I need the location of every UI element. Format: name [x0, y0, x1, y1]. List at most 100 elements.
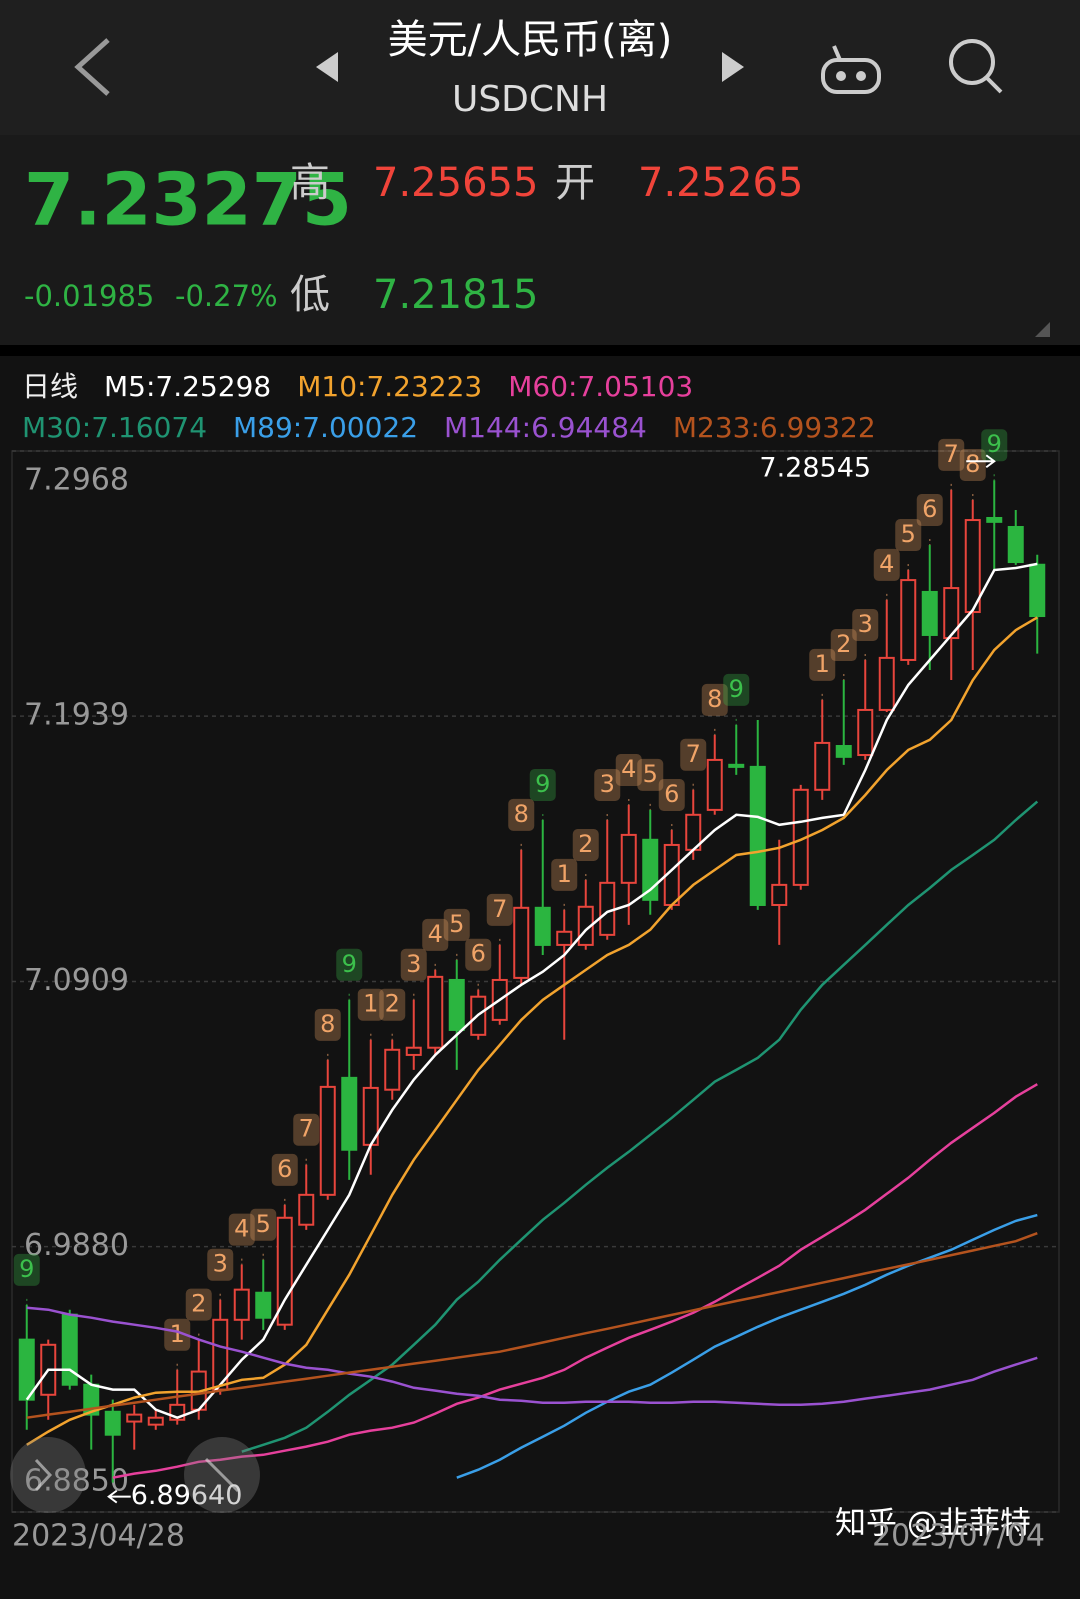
legend-entry: M5:7.25298: [104, 370, 272, 403]
y-tick-label: 6.9880: [24, 1228, 129, 1263]
divider: [0, 345, 1080, 356]
setup-label: 7: [492, 895, 507, 923]
setup-label: 5: [643, 760, 658, 788]
setup-badge: [895, 519, 922, 552]
setup-label: 3: [406, 950, 421, 978]
candle-body: [513, 906, 530, 979]
max-label: 7.28545: [759, 453, 871, 484]
setup-label: 1: [363, 990, 378, 1018]
setup-label: 4: [428, 920, 443, 948]
candle-body: [384, 1048, 401, 1091]
candle-body: [448, 978, 465, 1031]
setup-badge: [314, 1008, 341, 1041]
robot-button[interactable]: [821, 45, 881, 94]
setup-label: 2: [385, 990, 400, 1018]
low-label: 低: [290, 272, 330, 318]
setup-badge: [830, 629, 857, 662]
setup-label: 3: [858, 610, 873, 638]
legend-entry: M60:7.05103: [508, 370, 694, 403]
candle-body: [104, 1410, 121, 1436]
candle-body: [728, 763, 745, 768]
setup-badge: [379, 988, 406, 1021]
setup-badge: [809, 648, 836, 681]
y-tick-label: 7.1939: [24, 698, 129, 733]
candle-body: [1007, 526, 1024, 564]
title: 美元/人民币(离): [388, 17, 673, 63]
legend-entry: M30:7.16074: [22, 411, 208, 444]
setup-label: 8: [965, 450, 980, 478]
candle-body: [814, 741, 831, 791]
min-label: 6.89640: [131, 1480, 243, 1511]
legend: 日线 M5:7.25298 M10:7.23223 M60:7.05103 M30:7.…: [22, 366, 882, 448]
setup-badge: [486, 893, 513, 926]
plot: 6.88506.98807.09097.19397.29689123456789…: [12, 429, 1059, 1513]
setup-badge: [508, 798, 535, 831]
setup-badge: [852, 608, 879, 641]
candle-body: [642, 838, 659, 901]
setup-label: 9: [535, 770, 550, 798]
candle-body: [341, 1076, 358, 1151]
candle-body: [255, 1291, 272, 1319]
change: -0.01985: [24, 279, 154, 313]
setup-label: 9: [342, 950, 357, 978]
candle-body: [556, 930, 573, 946]
period: 日线: [22, 370, 79, 403]
setup-badge: [271, 1153, 298, 1186]
overlay-icon: [204, 1457, 240, 1493]
high-value: 7.25655: [373, 160, 538, 206]
setup-label: 4: [621, 755, 636, 783]
setup-label: 4: [879, 550, 894, 578]
candle-body: [900, 579, 917, 661]
watermark: 知乎 @韭菲特: [835, 1506, 1031, 1542]
setup-label: 7: [299, 1115, 314, 1143]
setup-label: 9: [987, 430, 1002, 458]
legend-entry: M10:7.23223: [297, 370, 483, 403]
setup-badge: [207, 1248, 234, 1281]
ma-line: [26, 616, 1038, 1446]
ma-line: [112, 1083, 1038, 1479]
setup-label: 5: [256, 1210, 271, 1238]
prev-button[interactable]: [316, 52, 338, 82]
change-pct: -0.27%: [175, 279, 278, 313]
setup-label: 1: [170, 1320, 185, 1348]
candle-body: [749, 765, 766, 906]
y-tick-label: 7.0909: [24, 963, 129, 998]
setup-badge: [164, 1318, 191, 1351]
setup-badge: [981, 429, 1008, 462]
candle-body: [620, 833, 637, 884]
setup-label: 8: [320, 1010, 335, 1038]
setup-badge: [228, 1213, 255, 1246]
search-button[interactable]: [949, 39, 1003, 94]
high-label: 高: [290, 160, 330, 206]
candle-body: [427, 975, 444, 1049]
candle-body: [319, 1085, 336, 1196]
candle-body: [878, 656, 895, 711]
setup-label: 5: [901, 520, 916, 548]
quote-panel: [0, 135, 1080, 345]
setup-badge: [529, 768, 556, 801]
candle-body: [405, 1046, 422, 1056]
open-value: 7.25265: [638, 160, 803, 206]
expand-corner[interactable]: [1035, 322, 1050, 337]
setup-badge: [551, 858, 578, 891]
setup-label: 8: [707, 685, 722, 713]
setup-label: 6: [471, 940, 486, 968]
candle-body: [986, 516, 1003, 523]
setup-badge: [400, 948, 427, 981]
candle-body: [298, 1193, 315, 1226]
ma-line: [25, 562, 1038, 1420]
setup-label: 9: [729, 675, 744, 703]
setup-badge: [615, 754, 642, 787]
back-button[interactable]: [74, 38, 110, 96]
candle-body: [943, 587, 960, 640]
candle-body: [599, 881, 616, 936]
setup-label: 2: [191, 1290, 206, 1318]
candle-body: [18, 1338, 35, 1401]
y-tick-label: 6.8850: [24, 1464, 129, 1499]
next-button[interactable]: [722, 52, 744, 82]
setup-badge: [465, 938, 492, 971]
setup-badge: [916, 494, 943, 527]
overlay-icon: [34, 1458, 53, 1492]
